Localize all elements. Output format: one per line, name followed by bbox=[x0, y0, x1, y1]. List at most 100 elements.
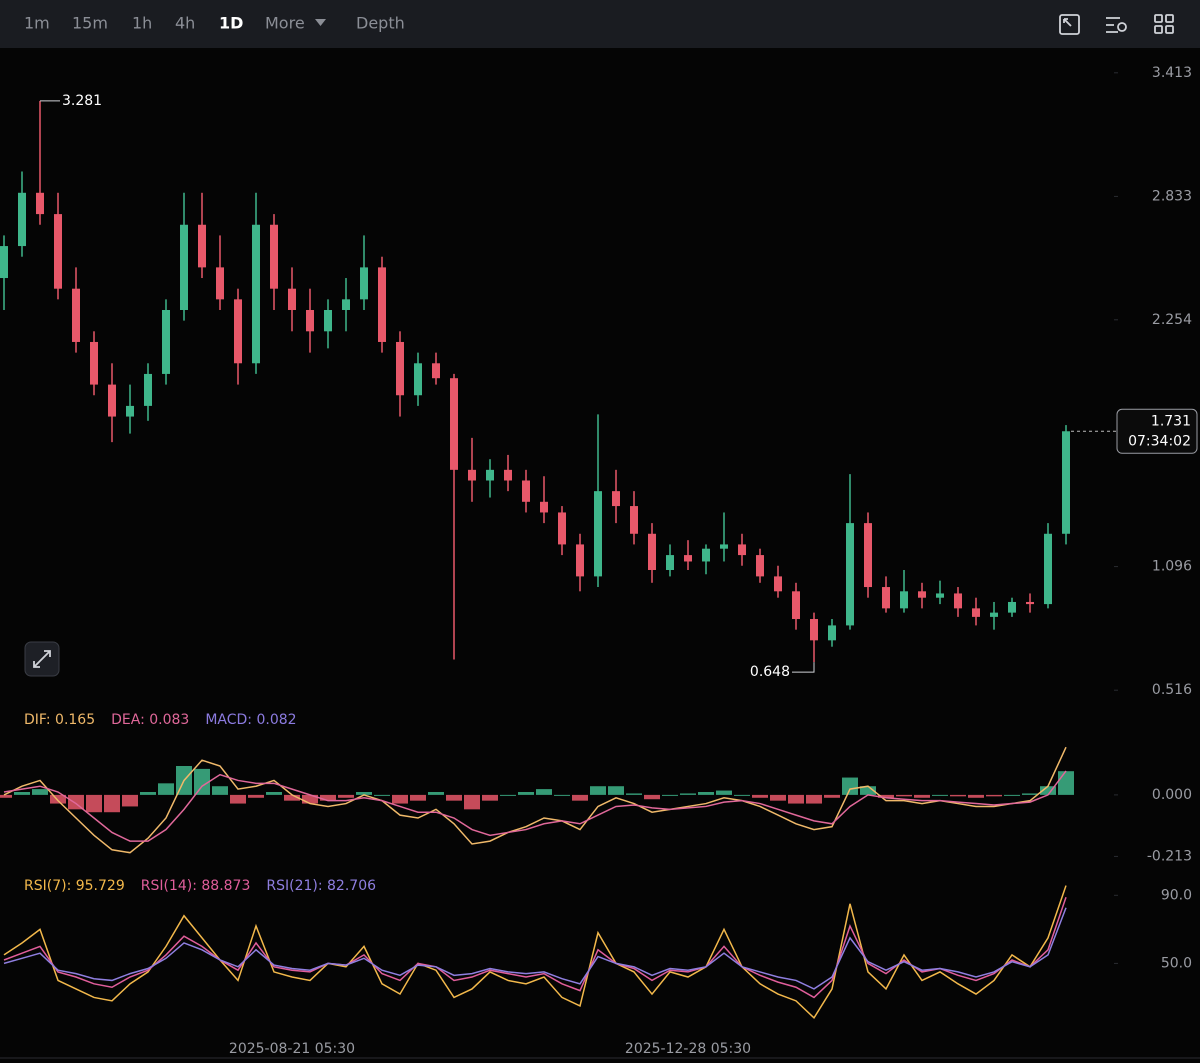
histogram-bar bbox=[284, 794, 300, 801]
histogram-bar bbox=[374, 794, 390, 796]
candle-body bbox=[522, 480, 530, 502]
histogram-bar bbox=[104, 794, 120, 813]
candle-body bbox=[1026, 601, 1034, 605]
histogram-bar bbox=[914, 794, 930, 798]
legend-entry: RSI(21): 82.706 bbox=[266, 878, 376, 894]
histogram-bar bbox=[32, 789, 48, 795]
candle-body bbox=[792, 591, 800, 620]
candle-body bbox=[450, 378, 458, 470]
expand-icon bbox=[33, 650, 51, 668]
countdown-label: 07:34:02 bbox=[1128, 433, 1191, 449]
histogram-bar bbox=[824, 794, 840, 798]
candle-body bbox=[594, 491, 602, 577]
histogram-bar bbox=[806, 794, 822, 804]
candle-body bbox=[990, 612, 998, 617]
tab[interactable]: More bbox=[265, 14, 305, 33]
histogram-bar bbox=[1004, 794, 1020, 796]
histogram-bar bbox=[662, 794, 678, 796]
y-tick-label: 1.096 bbox=[1152, 559, 1192, 575]
legend-entry: RSI(7): 95.729 bbox=[24, 878, 125, 894]
candle-body bbox=[504, 469, 512, 481]
candle-body bbox=[414, 363, 422, 396]
candle-body bbox=[1044, 533, 1052, 605]
tab[interactable]: 1D bbox=[219, 14, 243, 33]
icon-grid bbox=[1165, 14, 1174, 23]
candle-body bbox=[468, 469, 476, 481]
histogram-bar bbox=[716, 790, 732, 795]
candle-body bbox=[486, 469, 494, 481]
candle-body bbox=[54, 214, 62, 289]
histogram-bar bbox=[14, 792, 30, 795]
candle-body bbox=[612, 491, 620, 507]
histogram-bar bbox=[248, 794, 264, 798]
last-price-label: 1.731 bbox=[1151, 413, 1191, 429]
candle-body bbox=[1062, 431, 1070, 534]
histogram-bar bbox=[320, 794, 336, 801]
candle-body bbox=[378, 267, 386, 342]
candle-body bbox=[216, 267, 224, 300]
tab[interactable]: Depth bbox=[356, 14, 405, 33]
histogram-bar bbox=[158, 783, 174, 795]
icon-grid bbox=[1165, 25, 1174, 34]
candle-body bbox=[0, 246, 8, 279]
candle-body bbox=[936, 593, 944, 598]
icon-grid[interactable] bbox=[1154, 14, 1163, 23]
histogram-bar bbox=[536, 789, 552, 795]
candle-body bbox=[882, 587, 890, 609]
candle-body bbox=[90, 341, 98, 385]
candle-body bbox=[900, 591, 908, 609]
candle-body bbox=[684, 555, 692, 562]
candle-body bbox=[774, 576, 782, 592]
histogram-bar bbox=[266, 792, 282, 795]
candle-body bbox=[144, 373, 152, 406]
histogram-bar bbox=[932, 794, 948, 796]
icon-settings[interactable] bbox=[1106, 17, 1120, 33]
histogram-bar bbox=[644, 794, 660, 800]
histogram-bar bbox=[1022, 793, 1038, 795]
tab[interactable]: 15m bbox=[72, 14, 108, 33]
y-tick-label: 2.254 bbox=[1152, 312, 1192, 328]
tab[interactable]: 4h bbox=[175, 14, 195, 33]
dropdown-arrow[interactable] bbox=[315, 19, 326, 26]
histogram-bar bbox=[986, 794, 1002, 797]
candle-body bbox=[162, 310, 170, 374]
legend-entry: DEA: 0.083 bbox=[111, 712, 189, 728]
candle-body bbox=[342, 299, 350, 310]
histogram-bar bbox=[446, 794, 462, 801]
indicator-line bbox=[3, 770, 1067, 842]
histogram-bar bbox=[752, 794, 768, 798]
indicator-line bbox=[3, 896, 1067, 999]
candle-body bbox=[360, 267, 368, 300]
legend-entry: DIF: 0.165 bbox=[24, 712, 95, 728]
tab[interactable]: 1m bbox=[24, 14, 50, 33]
candle-body bbox=[846, 523, 854, 626]
candle-body bbox=[864, 523, 872, 588]
y-tick-label: -0.213 bbox=[1147, 848, 1192, 864]
y-tick-label: 2.833 bbox=[1152, 188, 1192, 204]
histogram-bar bbox=[122, 794, 138, 807]
histogram-bar bbox=[1058, 771, 1074, 795]
candle-body bbox=[180, 224, 188, 310]
candle-body bbox=[198, 224, 206, 268]
indicator-line bbox=[3, 746, 1067, 854]
histogram-bar bbox=[680, 793, 696, 795]
histogram-bar bbox=[212, 786, 228, 795]
toolbar bbox=[0, 0, 1200, 48]
histogram-bar bbox=[410, 794, 426, 801]
histogram-bar bbox=[518, 792, 534, 795]
candle-body bbox=[234, 299, 242, 364]
candle-body bbox=[126, 405, 134, 417]
legend-entry: MACD: 0.082 bbox=[205, 712, 296, 728]
icon-fullscreen[interactable] bbox=[1059, 14, 1080, 35]
histogram-bar bbox=[698, 792, 714, 795]
tab[interactable]: 1h bbox=[132, 14, 152, 33]
candle-body bbox=[954, 593, 962, 609]
histogram-bar bbox=[842, 777, 858, 795]
histogram-bar bbox=[878, 794, 894, 798]
histogram-bar bbox=[968, 794, 984, 798]
histogram-bar bbox=[230, 794, 246, 804]
expand-button[interactable] bbox=[24, 641, 60, 677]
histogram-bar bbox=[500, 794, 516, 796]
histogram-bar bbox=[770, 794, 786, 801]
